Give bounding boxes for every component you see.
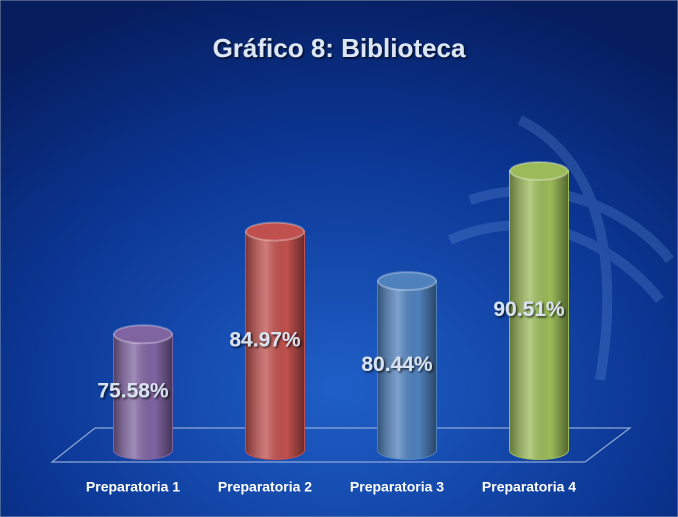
bar-shade bbox=[510, 170, 568, 459]
bar-shade bbox=[246, 231, 304, 459]
bar-top bbox=[113, 324, 173, 345]
floor bbox=[50, 427, 632, 463]
value-label: 84.97% bbox=[229, 328, 301, 351]
decoration bbox=[447, 115, 674, 381]
bar-shade bbox=[114, 334, 172, 459]
value-label: 80.44% bbox=[361, 353, 433, 376]
value-label: 90.51% bbox=[493, 298, 565, 321]
x-tick-label: Preparatoria 2 bbox=[218, 479, 312, 495]
x-tick-label: Preparatoria 4 bbox=[482, 479, 576, 495]
bar-shade bbox=[378, 281, 436, 459]
chart-title: Gráfico 8: Biblioteca bbox=[213, 33, 466, 63]
x-tick-label: Preparatoria 3 bbox=[350, 479, 444, 495]
bar-top bbox=[377, 271, 437, 292]
bar-top bbox=[509, 160, 569, 181]
bar-top bbox=[245, 221, 305, 242]
x-tick-label: Preparatoria 1 bbox=[86, 479, 180, 495]
value-label: 75.58% bbox=[97, 380, 169, 403]
